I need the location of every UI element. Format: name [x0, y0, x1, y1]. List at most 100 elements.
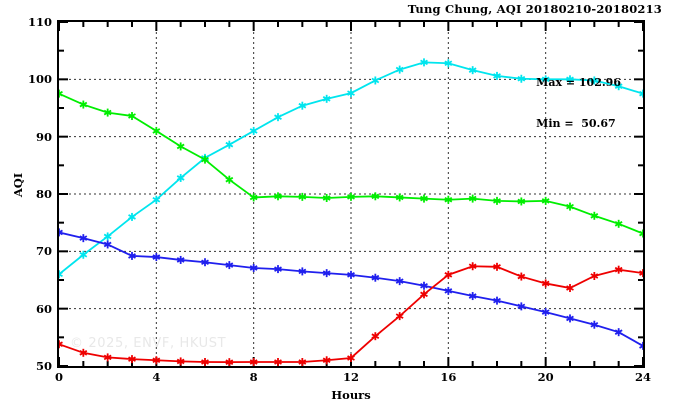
data-point-marker [517, 197, 526, 206]
data-point-marker [395, 65, 404, 74]
data-point-marker [371, 273, 380, 282]
data-point-marker [225, 140, 234, 149]
data-point-marker [128, 251, 136, 260]
x-tick-label: 20 [537, 370, 554, 384]
data-point-marker [322, 94, 331, 103]
x-tick-label: 16 [440, 370, 457, 384]
data-point-marker [176, 173, 185, 182]
data-point-marker [201, 155, 209, 164]
data-point-marker [298, 267, 307, 276]
data-point-marker [614, 219, 623, 228]
data-point-marker [79, 234, 88, 243]
data-point-marker [79, 100, 88, 109]
data-series-group [59, 58, 643, 366]
data-point-marker [176, 142, 185, 151]
max-value-label: Max = 102.96 [536, 75, 621, 89]
data-point-marker [517, 302, 526, 311]
data-point-marker [152, 356, 161, 365]
data-point-marker [541, 75, 550, 84]
data-point-marker [298, 357, 307, 366]
data-point-marker [274, 113, 282, 122]
data-point-marker [59, 89, 63, 98]
data-point-marker [590, 320, 599, 329]
y-tick-label: 70 [35, 244, 52, 259]
plot-svg [59, 22, 643, 366]
data-point-marker [493, 196, 501, 205]
data-point-marker [614, 265, 623, 274]
x-tick-label: 4 [152, 370, 161, 384]
data-point-marker [59, 270, 63, 279]
data-point-marker [395, 277, 404, 286]
data-point-marker [639, 341, 643, 350]
plot-area: Max = 102.96 Min = 50.67 [57, 20, 645, 368]
data-point-marker [444, 195, 453, 204]
data-point-marker [517, 272, 526, 281]
data-point-marker [59, 228, 63, 237]
x-tick-label: 24 [634, 370, 651, 384]
data-point-marker [468, 292, 477, 301]
data-point-marker [517, 74, 526, 83]
data-point-marker [444, 286, 453, 295]
data-point-marker [322, 269, 331, 278]
data-point-marker [152, 126, 161, 135]
stats-annotation: Max = 102.96 Min = 50.67 [536, 48, 621, 158]
data-point-marker [420, 58, 428, 67]
data-point-marker [444, 270, 453, 279]
data-point-marker [566, 284, 574, 293]
y-tick-label: 60 [35, 301, 52, 316]
data-point-marker [274, 265, 282, 274]
x-axis-label: Hours [331, 388, 371, 402]
data-point-marker [103, 232, 112, 241]
data-point-marker [79, 348, 88, 357]
data-point-marker [371, 76, 380, 85]
data-point-marker [103, 108, 112, 117]
data-point-marker [639, 229, 643, 238]
data-point-marker [152, 253, 161, 262]
min-value-label: Min = 50.67 [536, 116, 616, 130]
data-point-marker [590, 211, 599, 220]
data-point-marker [614, 82, 623, 91]
data-point-marker [128, 212, 136, 221]
data-point-marker [493, 262, 501, 271]
data-point-marker [590, 76, 599, 85]
data-point-marker [395, 312, 404, 321]
data-point-marker [322, 356, 331, 365]
data-point-marker [249, 263, 258, 272]
data-point-marker [371, 192, 380, 201]
y-tick-label: 100 [27, 72, 52, 87]
data-point-marker [176, 357, 185, 366]
data-point-marker [493, 71, 501, 80]
data-point-marker [347, 353, 355, 362]
y-tick-label: 110 [27, 15, 52, 29]
data-point-marker [347, 270, 355, 279]
data-point-marker [639, 269, 643, 278]
data-point-marker [176, 255, 185, 264]
data-point-marker [420, 281, 428, 290]
x-tick-label: 12 [342, 370, 359, 384]
data-point-marker [201, 357, 209, 366]
data-point-marker [566, 202, 574, 211]
data-point-marker [347, 192, 355, 201]
y-tick-label: 90 [35, 129, 52, 144]
x-tick-label: 0 [54, 370, 63, 384]
data-point-marker [468, 262, 477, 271]
data-point-marker [225, 261, 234, 270]
data-point-marker [614, 328, 623, 337]
data-point-marker [468, 194, 477, 203]
data-point-marker [152, 195, 161, 204]
data-point-marker [103, 353, 112, 362]
data-point-marker [444, 59, 453, 68]
data-point-marker [566, 75, 574, 84]
data-point-marker [274, 192, 282, 201]
data-point-marker [225, 358, 234, 366]
chart-title: Tung Chung, AQI 20180210-20180213 [407, 2, 662, 16]
data-point-marker [371, 332, 380, 341]
data-point-marker [493, 296, 501, 305]
data-point-marker [249, 193, 258, 202]
data-point-marker [639, 89, 643, 98]
data-point-marker [395, 193, 404, 202]
data-point-marker [322, 194, 331, 203]
data-point-marker [249, 357, 258, 366]
data-point-marker [347, 89, 355, 98]
